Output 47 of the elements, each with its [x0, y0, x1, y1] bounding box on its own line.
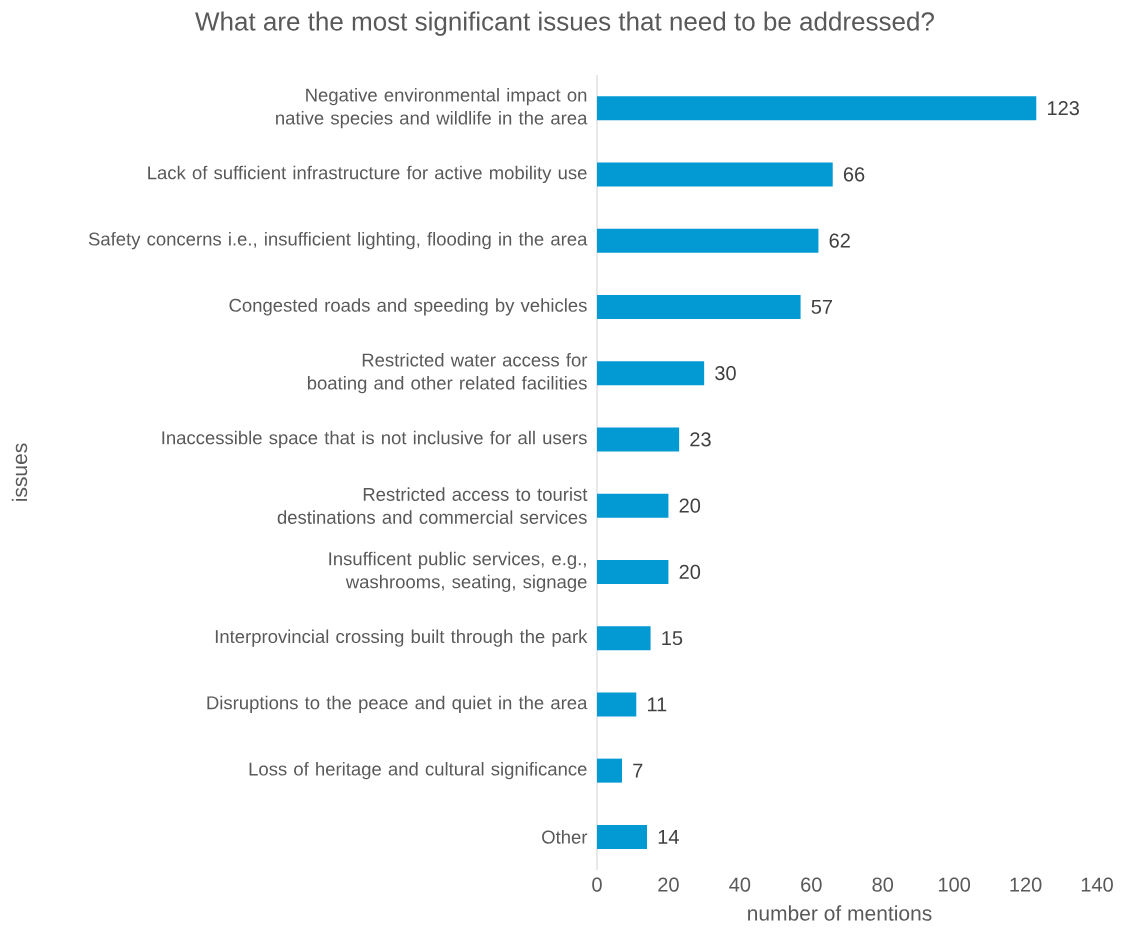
bar [597, 162, 833, 187]
x-tick-label: 120 [1010, 877, 1042, 892]
x-tick-label: 60 [801, 877, 822, 892]
y-tick-label: Lack of sufficient infrastructure for active mobility use [148, 165, 587, 183]
x-tick-label: 0 [592, 877, 602, 892]
data-label: 7 [633, 763, 643, 778]
x-tick-label: 40 [729, 877, 751, 892]
bar [597, 824, 647, 849]
y-tick-label: Restricted access to tourist destinations and commercial services [277, 487, 588, 524]
data-label: 23 [690, 432, 711, 447]
bar [597, 692, 637, 717]
bar [597, 626, 651, 651]
bar [597, 96, 1037, 121]
y-tick-label: Insufficent public services, e.g., washrooms, seating, signage [329, 551, 587, 593]
bar [597, 427, 680, 452]
data-label: 30 [715, 366, 736, 381]
y-tick-label: Interprovincial crossing built through the park [215, 629, 588, 647]
bar [597, 559, 669, 584]
data-label: 11 [648, 697, 667, 712]
y-tick-label: Congested roads and speeding by vehicles [229, 298, 587, 316]
x-tick-label: 80 [872, 877, 894, 892]
chart-title: What are the most significant issues that need to be addressed? [195, 11, 934, 36]
x-tick-label: 100 [938, 877, 971, 892]
data-label: 66 [843, 167, 865, 182]
y-tick-label: Negative environmental impact on native species and wildlife in the area [276, 88, 588, 129]
data-label: 62 [829, 233, 850, 248]
x-tick-label: 140 [1081, 877, 1113, 892]
y-tick-label: Loss of heritage and cultural significance [249, 762, 587, 780]
data-label: 20 [679, 498, 701, 513]
data-label: 57 [811, 299, 833, 314]
bar [597, 294, 801, 319]
y-tick-label: Safety concerns i.e., insufficient lighting, flooding in the area [88, 232, 588, 250]
x-axis-title: number of mentions [748, 905, 932, 921]
data-label: 20 [679, 564, 701, 579]
y-tick-label: Disruptions to the peace and quiet in the area [207, 695, 588, 714]
data-label: 123 [1048, 101, 1079, 116]
data-label: 15 [662, 631, 683, 646]
data-label: 14 [658, 830, 679, 844]
x-tick-label: 20 [658, 877, 679, 892]
y-axis-title: issues [11, 443, 28, 501]
y-tick-label: Restricted water access for boating and other related facilities [307, 353, 588, 394]
y-tick-label: Inaccessible space that is not inclusive for all users [162, 430, 587, 449]
bar [597, 361, 705, 386]
bar [597, 228, 819, 253]
bar [597, 758, 622, 783]
bar [597, 493, 669, 518]
y-tick-label: Other [542, 830, 588, 844]
